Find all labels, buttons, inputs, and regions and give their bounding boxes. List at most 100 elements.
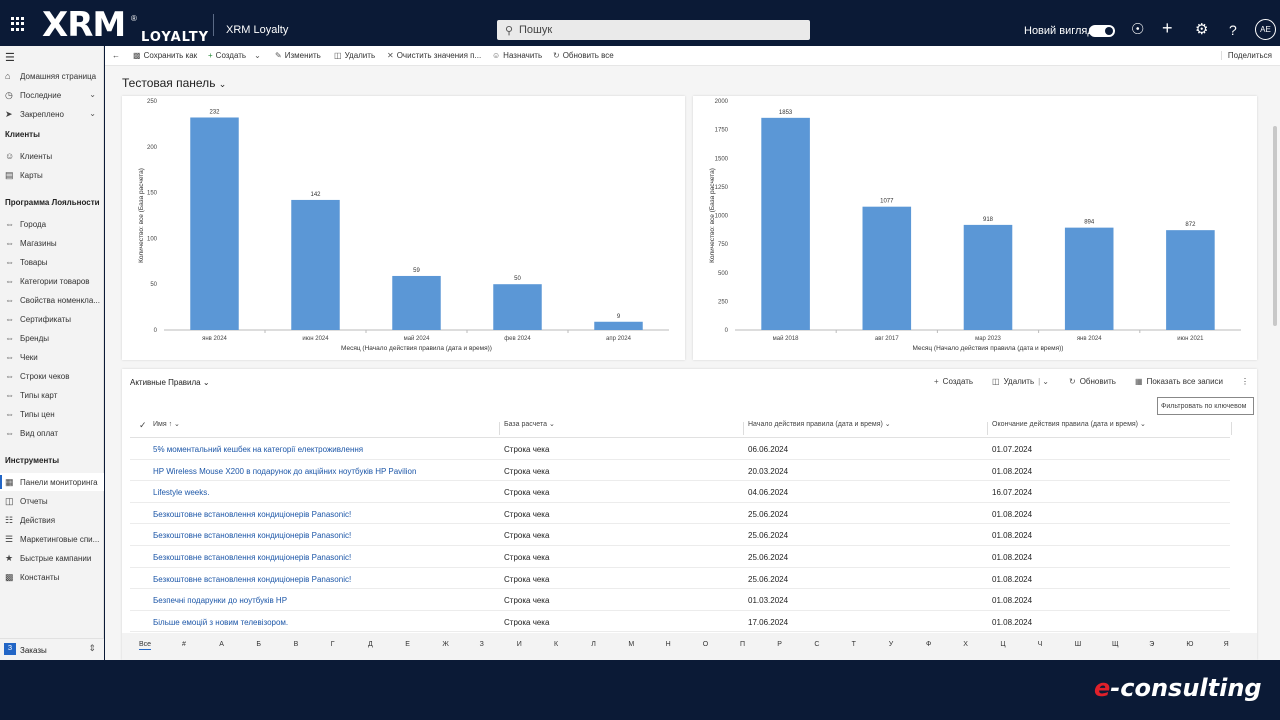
rule-name-link[interactable]: Безкоштовне встановлення кондиціонерів P… (153, 531, 352, 541)
edit-button[interactable]: ✎ Изменить (275, 51, 321, 60)
table-row[interactable]: Безкоштовне встановлення кондиціонерів P… (130, 503, 1230, 525)
rule-name-link[interactable]: Більше емоцій з новим телевізором. (153, 617, 289, 627)
gear-icon[interactable]: ⚙ (1195, 21, 1209, 38)
column-divider[interactable] (987, 422, 988, 435)
sidebar-item-pin[interactable]: ➤ Закреплено ⌄ (0, 105, 104, 123)
bar[interactable] (963, 224, 1013, 330)
search-input[interactable]: ⚲ Пошук (497, 20, 810, 40)
back-button[interactable]: ← (112, 51, 120, 60)
sidebar-item[interactable]: ⇔ Типы цен (0, 405, 104, 423)
table-row[interactable]: Безкоштовне встановлення кондиціонерів P… (130, 546, 1230, 568)
alphabet-filter-letter[interactable]: Т (851, 641, 856, 648)
alphabet-filter-letter[interactable]: Е (405, 641, 410, 648)
alphabet-filter-letter[interactable]: Я (1223, 641, 1229, 648)
sidebar-item[interactable]: ⇔ Бренды (0, 329, 104, 347)
sidebar-item-home[interactable]: ⌂ Домашняя страница (0, 67, 104, 85)
rule-name-link[interactable]: HP Wireless Mouse X200 в подарунок до ак… (153, 466, 417, 476)
rule-name-link[interactable]: Безкоштовне встановлення кондиціонерів P… (153, 574, 352, 584)
sidebar-item[interactable]: ⇔ Сертификаты (0, 310, 104, 328)
alphabet-filter-letter[interactable]: Б (256, 641, 261, 648)
alphabet-filter-letter[interactable]: Д (368, 641, 373, 648)
table-row[interactable]: Безкоштовне встановлення кондиціонерів P… (130, 524, 1230, 546)
bar[interactable] (291, 199, 340, 330)
alphabet-filter-letter[interactable]: Ф (926, 641, 932, 648)
rule-name-link[interactable]: Безкоштовне встановлення кондиціонерів P… (153, 509, 352, 519)
sidebar-item[interactable]: ⇔ Вид оплат (0, 424, 104, 442)
alphabet-filter-letter[interactable]: Х (963, 641, 968, 648)
column-divider[interactable] (1231, 422, 1232, 435)
grid-refresh-button[interactable]: ↻ Обновить (1069, 377, 1116, 386)
alphabet-filter-letter[interactable]: И (516, 641, 522, 648)
column-divider[interactable] (499, 422, 500, 435)
sidebar-item[interactable]: ▦ Панели мониторинга (0, 473, 104, 491)
area-switcher[interactable]: З Заказы ⇕ (0, 638, 104, 660)
help-icon[interactable]: ? (1229, 22, 1237, 38)
sidebar-item[interactable]: ⇔ Категории товаров (0, 272, 104, 290)
chevron-down-icon[interactable]: ⌄ (254, 51, 261, 60)
sidebar-item[interactable]: ⇔ Магазины (0, 234, 104, 252)
grid-create-button[interactable]: + Создать (934, 377, 973, 386)
select-all-checkbox[interactable]: ✓ (139, 420, 147, 430)
sidebar-item-clock[interactable]: ◷ Последние ⌄ (0, 86, 104, 104)
app-name[interactable]: XRM Loyalty (226, 24, 289, 36)
chevron-down-icon[interactable]: ⌄ (89, 90, 96, 99)
column-header-name[interactable]: Имя ↑ ⌄ (153, 420, 180, 438)
alphabet-filter-letter[interactable]: К (554, 641, 559, 648)
new-look-toggle[interactable] (1089, 25, 1115, 37)
rule-name-link[interactable]: Безкоштовне встановлення кондиціонерів P… (153, 553, 352, 562)
sidebar-item[interactable]: ⇔ Строки чеков (0, 367, 104, 385)
sidebar-item[interactable]: ★ Быстрые кампании (0, 549, 104, 567)
chevron-down-icon[interactable]: ⌄ (1042, 377, 1049, 386)
show-all-records-button[interactable]: ▦ Показать все записи (1135, 377, 1223, 386)
alphabet-filter-letter[interactable]: О (702, 641, 709, 648)
table-row[interactable]: 5% моментальний кешбек на категорії елек… (130, 438, 1230, 460)
sidebar-item[interactable]: ☰ Маркетинговые спи... (0, 530, 104, 548)
plus-icon[interactable]: + (1162, 18, 1173, 38)
column-header-end[interactable]: Окончание действия правила (дата и время… (992, 420, 1146, 438)
bar[interactable] (862, 206, 912, 330)
sidebar-item[interactable]: ▤ Карты (0, 166, 104, 184)
alphabet-filter-letter[interactable]: Л (591, 641, 596, 648)
alphabet-filter-letter[interactable]: Ш (1074, 641, 1082, 648)
table-row[interactable]: Lifestyle weeks. Строка чека 04.06.2024 16.… (130, 481, 1230, 503)
alphabet-filter-letter[interactable]: Г (330, 641, 335, 648)
alphabet-filter-letter[interactable]: П (740, 641, 746, 648)
alphabet-filter-letter[interactable]: А (219, 641, 224, 648)
alphabet-filter-letter[interactable]: Ц (1000, 641, 1006, 648)
alphabet-filter-letter[interactable]: Ю (1186, 641, 1194, 648)
alphabet-filter-letter[interactable]: Р (777, 641, 782, 648)
hamburger-menu-icon[interactable]: ☰ (5, 52, 15, 64)
alphabet-filter-letter[interactable]: Щ (1112, 641, 1119, 648)
create-button[interactable]: + Создать ⌄ (208, 51, 264, 60)
table-row[interactable]: Безкоштовне встановлення кондиціонерів P… (130, 568, 1230, 590)
bar[interactable] (1064, 227, 1114, 330)
alphabet-filter-letter[interactable]: З (479, 641, 484, 648)
page-scrollbar[interactable] (1273, 126, 1277, 326)
table-row[interactable]: Більше емоцій з новим телевізором. Строка… (130, 611, 1230, 633)
sidebar-item[interactable]: ▩ Константы (0, 568, 104, 586)
column-header-base[interactable]: База расчета ⌄ (504, 420, 555, 438)
alphabet-filter-letter[interactable]: Ч (1037, 641, 1043, 648)
alphabet-filter-letter[interactable]: В (293, 641, 299, 648)
alphabet-filter-letter[interactable]: У (888, 641, 894, 648)
app-launcher-icon[interactable] (11, 17, 25, 31)
bar[interactable] (190, 117, 239, 330)
grid-delete-button[interactable]: ◫ Удалить | ⌄ (992, 377, 1053, 386)
sidebar-item[interactable]: ⇔ Города (0, 215, 104, 233)
alphabet-filter-letter[interactable]: Н (665, 641, 671, 648)
alphabet-filter-letter[interactable]: Ж (442, 641, 449, 648)
column-header-start[interactable]: Начало действия правила (дата и время) ⌄ (748, 420, 891, 438)
sidebar-item[interactable]: ⇔ Типы карт (0, 386, 104, 404)
alphabet-filter-letter[interactable]: # (182, 641, 186, 648)
alphabet-filter-all[interactable]: Все (139, 641, 152, 650)
filter-input[interactable]: Фильтровать по ключевом (1157, 397, 1254, 415)
chevron-down-icon[interactable]: ⌄ (89, 109, 96, 118)
rule-name-link[interactable]: Lifestyle weeks. (153, 488, 210, 498)
bar[interactable] (493, 284, 542, 330)
rule-name-link[interactable]: 5% моментальний кешбек на категорії елек… (153, 445, 364, 454)
sidebar-item[interactable]: ⇔ Чеки (0, 348, 104, 366)
column-divider[interactable] (743, 422, 744, 435)
avatar[interactable]: AE (1255, 19, 1276, 40)
alphabet-filter-letter[interactable]: М (628, 641, 635, 648)
grid-title[interactable]: Активные Правила ⌄ (130, 378, 210, 387)
